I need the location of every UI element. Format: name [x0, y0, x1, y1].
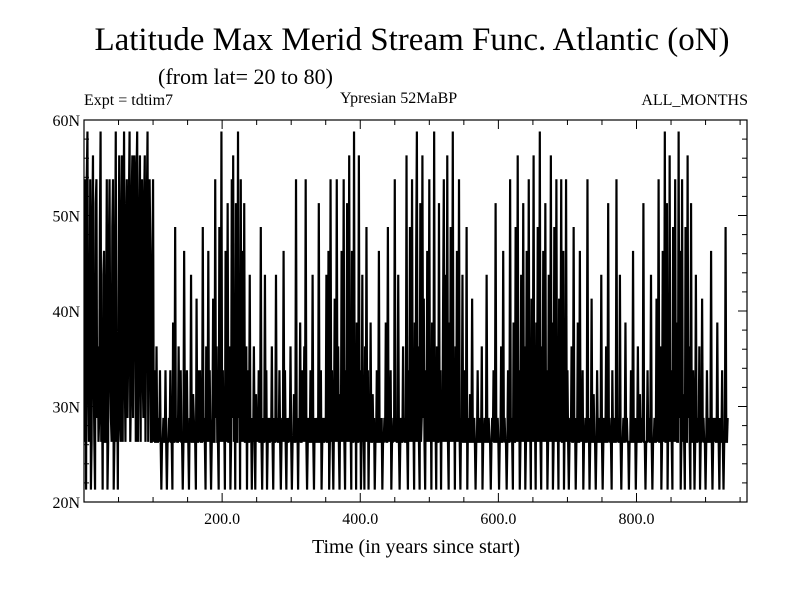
y-tick-label: 50N [52, 209, 80, 226]
chart-title: Latitude Max Merid Stream Func. Atlantic… [94, 22, 730, 58]
x-tick-label: 400.0 [342, 511, 378, 528]
series-line [83, 131, 729, 490]
y-tick-label: 60N [52, 113, 80, 130]
series-layer [83, 131, 729, 490]
x-tick-label: 800.0 [619, 511, 655, 528]
ticks-layer: 200.0 400.0 600.0 800.0 20N 30N 40N 50N 60N [52, 113, 747, 528]
y-tick-label: 30N [52, 400, 80, 417]
chart-subtitle: (from lat= 20 to 80) [158, 64, 333, 89]
experiment-label: Expt = tdtim7 [84, 92, 174, 109]
y-tick-label: 40N [52, 304, 80, 321]
x-axis-label: Time (in years since start) [312, 536, 520, 558]
x-tick-label: 200.0 [204, 511, 240, 528]
x-tick-label: 600.0 [480, 511, 516, 528]
y-tick-label: 20N [52, 495, 80, 512]
period-label: Ypresian 52MaBP [340, 90, 458, 107]
months-label: ALL_MONTHS [641, 92, 748, 109]
plot-frame [83, 119, 748, 503]
